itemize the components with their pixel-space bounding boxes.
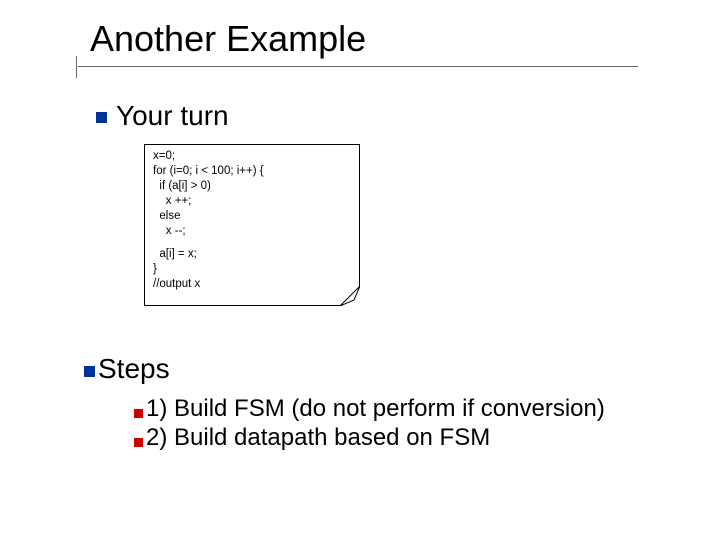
code-line: //output x: [153, 277, 351, 292]
code-line: }: [153, 262, 351, 277]
bullet-icon: [96, 112, 107, 123]
slide-title: Another Example: [90, 18, 366, 60]
step-1: 1) Build FSM (do not perform if conversi…: [146, 395, 605, 423]
subhead-your-turn: Your turn: [116, 100, 229, 132]
code-line: x=0;: [153, 149, 351, 164]
bullet-icon: [84, 366, 95, 377]
slide: Another Example Your turn x=0; for (i=0;…: [0, 0, 720, 540]
code-line: a[i] = x;: [153, 247, 351, 262]
code-blank-line: [153, 239, 351, 247]
bullet-icon: [134, 409, 143, 418]
steps-heading: Steps: [98, 353, 170, 385]
code-line: for (i=0; i < 100; i++) {: [153, 164, 351, 179]
code-line: x --;: [153, 224, 351, 239]
code-box: x=0; for (i=0; i < 100; i++) { if (a[i] …: [144, 144, 360, 306]
title-tick: [76, 56, 77, 78]
bullet-icon: [134, 438, 143, 447]
code-line: x ++;: [153, 194, 351, 209]
step-2: 2) Build datapath based on FSM: [146, 424, 490, 452]
code-line: else: [153, 209, 351, 224]
title-underline: [78, 66, 638, 67]
page-fold-icon: [340, 286, 360, 306]
code-line: if (a[i] > 0): [153, 179, 351, 194]
